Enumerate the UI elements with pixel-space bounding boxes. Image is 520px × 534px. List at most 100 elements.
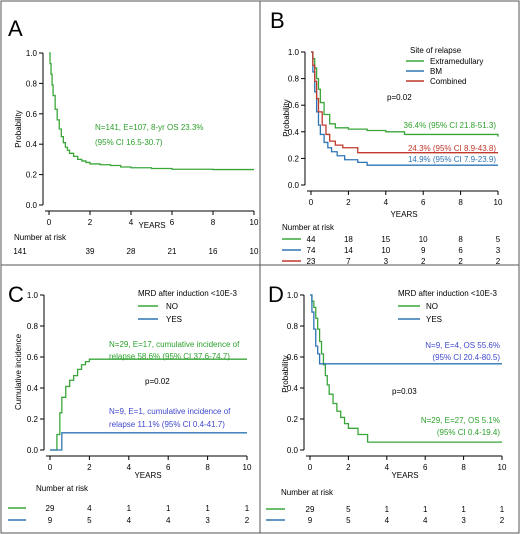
y-tick-label: 0.0	[287, 446, 299, 455]
p-value: p=0.02	[387, 93, 412, 102]
y-tick-label: 0.8	[287, 322, 299, 331]
legend-title: Site of relapse	[410, 46, 462, 55]
risk-count: 1	[461, 505, 466, 514]
legend-entry: YES	[426, 315, 442, 324]
risk-count: 3	[461, 516, 466, 525]
p-value: p=0.02	[145, 377, 170, 386]
x-tick-label: 8	[461, 463, 466, 472]
legend-entry: NO	[166, 302, 178, 311]
risk-count: 39	[86, 247, 95, 256]
risk-count: 2	[421, 257, 426, 266]
annotation: N=9, E=4, OS 55.6%	[425, 341, 500, 350]
risk-count: 2	[245, 516, 250, 525]
x-axis-label: YEARS	[391, 471, 418, 480]
x-tick-label: 10	[494, 198, 503, 207]
risk-count: 141	[13, 247, 27, 256]
x-tick-label: 2	[346, 198, 351, 207]
y-tick-label: 1.0	[288, 48, 300, 57]
x-tick-label: 0	[47, 218, 52, 227]
risk-count: 21	[168, 247, 177, 256]
risk-count: 29	[306, 505, 315, 514]
x-tick-label: 4	[127, 463, 132, 472]
x-tick-label: 2	[346, 463, 351, 472]
series-line-no	[50, 358, 247, 451]
y-tick-label: 0.8	[26, 79, 38, 88]
risk-count: 1	[385, 505, 390, 514]
y-tick-label: 0.8	[288, 75, 300, 84]
risk-count: 4	[127, 516, 132, 525]
y-tick-label: 0.4	[27, 384, 39, 393]
panel-a: A 0 2 4 6 8 10 0.0 0.2 0.4 0.6 0.8 1.0 YEARS Probabili…	[8, 16, 259, 256]
panel-c: C 0 2 4 6 8 10 0.0 0.2 0.4 0.6 0.8 1.0 YEARS Cumulativ…	[8, 282, 252, 525]
y-tick-label: 0.4	[287, 384, 299, 393]
y-tick-label: 0.6	[287, 353, 299, 362]
y-axis-label: Probability	[281, 355, 290, 392]
x-tick-label: 6	[421, 198, 426, 207]
y-tick-label: 0.0	[27, 446, 39, 455]
y-tick-label: 0.0	[288, 181, 300, 190]
annotation: relapse 11.1% (95% CI 0.4-41.7)	[109, 420, 225, 429]
annotation: N=9, E=1, cumulative incidence of	[109, 407, 231, 416]
x-tick-label: 6	[170, 218, 175, 227]
x-axis-label: YEARS	[390, 210, 417, 219]
risk-table-title: Number at risk	[14, 233, 67, 242]
panel-d-frame	[259, 264, 520, 534]
panel-label: B	[270, 8, 285, 33]
series-line-combined	[311, 51, 498, 154]
risk-count: 4	[87, 504, 92, 513]
x-tick-label: 8	[458, 198, 463, 207]
annotation: 24.3% (95% CI 8.9-43.8)	[408, 144, 496, 153]
x-tick-label: 6	[166, 463, 171, 472]
annotation: N=29, E=27, OS 5.1%	[421, 416, 500, 425]
x-tick-label: 0	[308, 463, 313, 472]
legend-entry: YES	[166, 315, 182, 324]
risk-count: 1	[166, 504, 171, 513]
y-tick-label: 0.4	[288, 128, 300, 137]
risk-count: 4	[166, 516, 171, 525]
annotation: relapse 58.6% (95% CI 37.6-74.7)	[109, 352, 230, 361]
x-tick-label: 8	[205, 463, 210, 472]
x-axis-label: YEARS	[138, 221, 165, 230]
risk-count: 14	[344, 246, 353, 255]
x-tick-label: 8	[211, 218, 216, 227]
legend-entry: Extramedullary	[430, 57, 483, 66]
risk-count: 2	[496, 257, 501, 266]
risk-count: 3	[496, 246, 501, 255]
annotation: (95% CI 0.4-19.4)	[437, 428, 500, 437]
risk-count: 8	[458, 235, 463, 244]
risk-count: 2	[500, 516, 505, 525]
panel-label: D	[268, 282, 284, 307]
risk-count: 5	[346, 505, 351, 514]
x-tick-label: 4	[129, 218, 134, 227]
risk-count: 3	[384, 257, 389, 266]
x-tick-label: 2	[87, 463, 92, 472]
risk-count: 28	[127, 247, 136, 256]
x-tick-label: 10	[243, 463, 252, 472]
annotation: 14.9% (95% CI 7.9-23.9)	[408, 155, 496, 164]
x-tick-label: 10	[250, 218, 259, 227]
x-axis-label: YEARS	[134, 471, 161, 480]
legend-entry: BM	[430, 67, 442, 76]
x-tick-label: 10	[498, 463, 507, 472]
risk-table-title: Number at risk	[281, 488, 334, 497]
annotation: N=29, E=17, cumulative incidence of	[109, 340, 240, 349]
legend-title: MRD after induction <10E-3	[398, 289, 497, 298]
risk-count: 1	[127, 504, 132, 513]
risk-table-title: Number at risk	[36, 484, 89, 493]
annotation: (95% CI 20.4-80.5)	[432, 353, 500, 362]
y-tick-label: 0.2	[288, 154, 300, 163]
annotation: (95% CI 16.5-30.7)	[95, 138, 163, 147]
risk-count: 15	[381, 235, 390, 244]
series-line-yes	[310, 294, 502, 365]
risk-count: 5	[346, 516, 351, 525]
risk-count: 9	[48, 516, 53, 525]
risk-count: 6	[458, 246, 463, 255]
x-tick-label: 6	[423, 463, 428, 472]
risk-count: 16	[209, 247, 218, 256]
risk-count: 2	[458, 257, 463, 266]
risk-count: 23	[307, 257, 316, 266]
series-line-bm	[311, 51, 498, 166]
risk-count: 1	[500, 505, 505, 514]
risk-count: 4	[423, 516, 428, 525]
